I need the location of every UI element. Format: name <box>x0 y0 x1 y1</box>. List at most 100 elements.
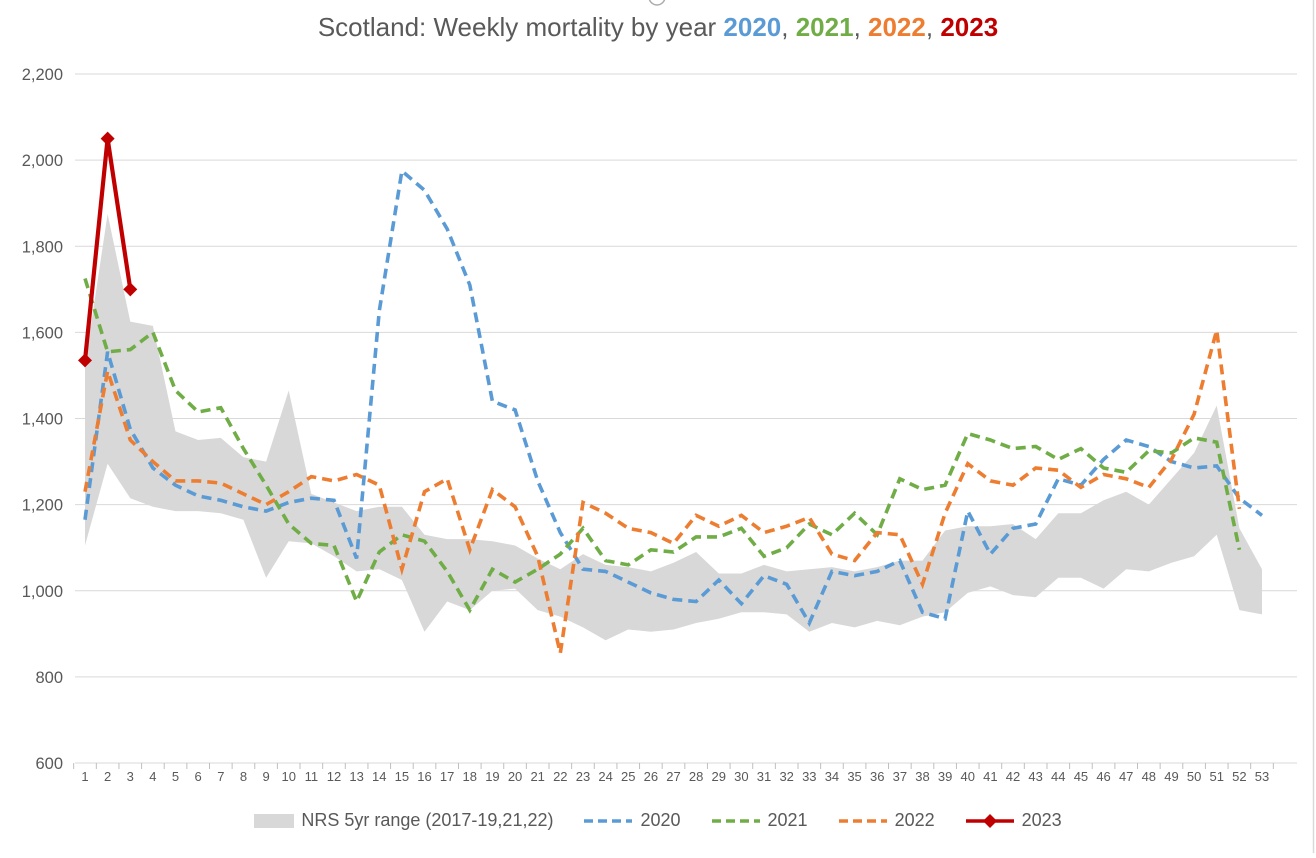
diamond-marker <box>123 282 138 297</box>
x-axis-label: 50 <box>1187 769 1201 784</box>
series-line-2021 <box>83 277 1242 614</box>
diamond-marker <box>78 353 92 368</box>
x-axis-label: 6 <box>195 769 202 784</box>
y-axis-label: 1,600 <box>22 324 63 342</box>
x-axis-label: 21 <box>530 769 544 784</box>
x-axis-label: 25 <box>621 769 635 784</box>
x-axis-label: 39 <box>938 769 952 784</box>
legend-label-2020: 2020 <box>640 810 681 830</box>
series-line-2020 <box>83 167 1264 627</box>
title-year-2020: 2020 <box>723 12 782 42</box>
title-year-2022: 2022 <box>868 12 926 42</box>
x-axis-label: 35 <box>847 769 861 784</box>
y-axis-label: 1,000 <box>22 583 63 601</box>
chart-legend: NRS 5yr range (2017-19,21,22) 2020 2021 202… <box>0 810 1316 831</box>
x-axis-label: 2 <box>104 769 111 784</box>
x-axis-label: 48 <box>1142 769 1156 784</box>
x-axis-label: 46 <box>1096 769 1110 784</box>
x-axis-label: 53 <box>1255 769 1269 784</box>
x-axis-label: 41 <box>983 769 997 784</box>
x-axis-label: 47 <box>1119 769 1133 784</box>
legend-item-2020: 2020 <box>583 810 681 831</box>
x-axis-label: 15 <box>395 769 409 784</box>
y-axis-label: 800 <box>35 669 63 687</box>
chart-title-prefix: Scotland: Weekly mortality by year <box>317 12 724 42</box>
legend-label-2023: 2023 <box>1021 810 1062 830</box>
title-year-2021: 2021 <box>795 12 854 42</box>
series-2023 <box>78 131 138 368</box>
legend-line-sample-icon <box>838 818 887 823</box>
legend-band-swatch-icon <box>254 813 295 828</box>
x-axis-label: 43 <box>1028 769 1042 784</box>
x-axis-label: 10 <box>281 769 295 784</box>
x-axis-label: 9 <box>262 769 269 784</box>
legend-item-2023: 2023 <box>965 810 1062 831</box>
x-axis-label: 27 <box>666 769 680 784</box>
x-axis-label: 51 <box>1209 769 1223 784</box>
x-axis-ticks <box>73 763 1274 769</box>
x-axis-label: 13 <box>349 769 363 784</box>
x-axis-label: 14 <box>372 769 386 784</box>
x-axis-label: 37 <box>893 769 907 784</box>
x-axis-label: 1 <box>81 769 88 784</box>
legend-item-nrs-range: NRS 5yr range (2017-19,21,22) <box>254 810 553 831</box>
x-axis-label: 26 <box>644 769 658 784</box>
x-axis-label: 17 <box>440 769 454 784</box>
title-separator: , <box>781 12 796 42</box>
selection-handle-arc <box>648 0 666 6</box>
x-axis-label: 33 <box>802 769 816 784</box>
x-axis-label: 52 <box>1232 769 1246 784</box>
y-axis-label: 1,200 <box>22 497 63 515</box>
x-axis-label: 44 <box>1051 769 1065 784</box>
x-axis-label: 29 <box>712 769 726 784</box>
diamond-marker <box>100 131 115 146</box>
chart-title: Scotland: Weekly mortality by year 2020,… <box>0 12 1316 43</box>
y-axis-label: 600 <box>35 755 63 773</box>
legend-item-2022: 2022 <box>838 810 935 831</box>
legend-line-sample-icon <box>584 818 633 823</box>
x-axis-label: 8 <box>240 769 247 784</box>
x-axis-label: 34 <box>825 769 839 784</box>
series-2021 <box>83 277 1242 614</box>
chart-title-years: 2020, 2021, 2022, 2023 <box>723 12 998 42</box>
x-axis-label: 3 <box>127 769 134 784</box>
legend-line-sample-icon <box>711 818 760 823</box>
x-axis-label: 28 <box>689 769 703 784</box>
x-axis-label: 49 <box>1164 769 1178 784</box>
x-axis-labels: 1 2 3 4 5 6 7 8 9 10 11 12 13 14 15 16 17 18 19 20 21 22 23 24 2… <box>81 769 1269 784</box>
x-axis-label: 38 <box>915 769 929 784</box>
y-axis-label: 2,200 <box>22 66 63 84</box>
x-axis-label: 22 <box>553 769 567 784</box>
y-axis-label: 1,400 <box>22 411 63 429</box>
y-axis-labels: 600 800 1,000 1,200 1,400 1,600 1,800 2,000 2,20… <box>22 66 63 773</box>
x-axis-label: 36 <box>870 769 884 784</box>
x-axis-label: 32 <box>779 769 793 784</box>
x-axis-label: 20 <box>508 769 522 784</box>
series-2020 <box>83 167 1264 627</box>
x-axis-label: 31 <box>757 769 771 784</box>
legend-line-sample-icon <box>965 813 1014 828</box>
x-axis-label: 5 <box>172 769 179 784</box>
x-axis-label: 24 <box>598 769 612 784</box>
y-axis-label: 2,000 <box>22 152 63 170</box>
legend-label-2022: 2022 <box>894 810 935 830</box>
x-axis-label: 4 <box>149 769 156 784</box>
legend-item-2021: 2021 <box>711 810 808 831</box>
title-separator: , <box>853 12 869 42</box>
x-axis-label: 45 <box>1074 769 1088 784</box>
x-axis-label: 30 <box>734 769 748 784</box>
x-axis-label: 7 <box>217 769 224 784</box>
x-axis-label: 16 <box>417 769 431 784</box>
legend-band-label: NRS 5yr range (2017-19,21,22) <box>301 810 554 830</box>
x-axis-label: 18 <box>463 769 477 784</box>
x-axis-label: 11 <box>305 769 319 784</box>
gridlines <box>75 73 1297 764</box>
y-axis-label: 1,800 <box>22 238 63 256</box>
x-axis-label: 12 <box>327 769 341 784</box>
x-axis-label: 23 <box>576 769 590 784</box>
x-axis-label: 19 <box>485 769 499 784</box>
x-axis-label: 42 <box>1006 769 1020 784</box>
